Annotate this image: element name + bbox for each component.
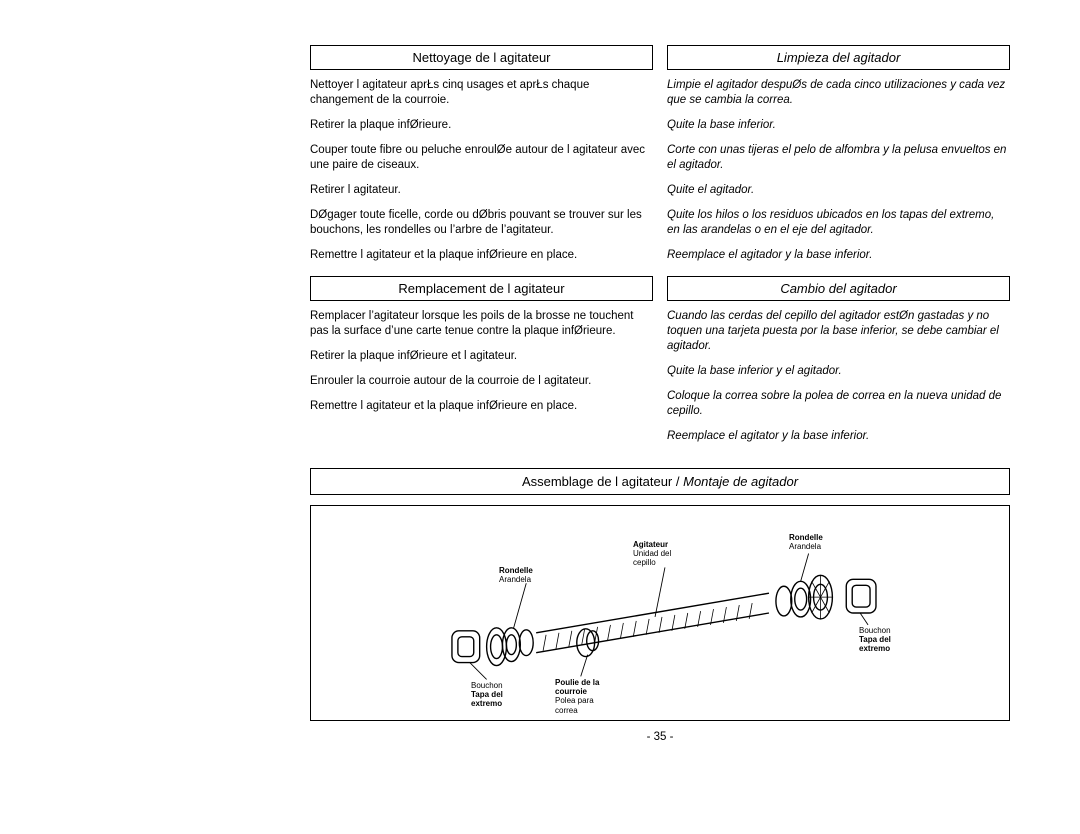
label-rondelle-left: Rondelle Arandela [499, 566, 533, 584]
clean-es-p1: Quite la base inferior. [667, 118, 1010, 133]
clean-fr-p3: Retirer l agitateur. [310, 183, 653, 198]
label-poulie-bold: Poulie de lacourroie [555, 678, 599, 696]
label-agitateur-bold: Agitateur [633, 540, 671, 549]
manual-page: Nettoyage de l agitateur Nettoyer l agit… [310, 45, 1010, 743]
label-bouchon-left: Bouchon Tapa delextremo [471, 681, 503, 709]
label-rondelle-right-bold: Rondelle [789, 533, 823, 542]
label-bouchon-right-top: Bouchon [859, 626, 891, 635]
cleaning-es-column: Limpieza del agitador Limpie el agitador… [667, 45, 1010, 272]
label-agitateur-normal: Unidad delcepillo [633, 549, 671, 567]
label-bouchon-left-bold: Tapa delextremo [471, 690, 503, 708]
replace-fr-p2: Enrouler la courroie autour de la courro… [310, 374, 653, 389]
clean-es-p5: Reemplace el agitador y la base inferior… [667, 248, 1010, 263]
clean-fr-p1: Retirer la plaque infØrieure. [310, 118, 653, 133]
replacing-es-title: Cambio del agitador [667, 276, 1010, 301]
agitator-assembly-diagram: Agitateur Unidad delcepillo Rondelle Ara… [310, 505, 1010, 721]
cleaning-fr-column: Nettoyage de l agitateur Nettoyer l agit… [310, 45, 653, 272]
label-agitateur: Agitateur Unidad delcepillo [633, 540, 671, 568]
clean-fr-p0: Nettoyer l agitateur aprŁs cinq usages e… [310, 78, 653, 108]
replacing-section: Remplacement de l agitateur Remplacer l’… [310, 276, 1010, 454]
clean-fr-p2: Couper toute fibre ou peluche enroulØe a… [310, 143, 653, 173]
assembly-title: Assemblage de l agitateur / Montaje de a… [310, 468, 1010, 495]
replace-es-p1: Quite la base inferior y el agitador. [667, 364, 1010, 379]
label-poulie: Poulie de lacourroie Polea paracorrea [555, 678, 599, 715]
cleaning-es-title: Limpieza del agitador [667, 45, 1010, 70]
label-rondelle-right-normal: Arandela [789, 542, 823, 551]
label-bouchon-left-top: Bouchon [471, 681, 503, 690]
cleaning-section: Nettoyage de l agitateur Nettoyer l agit… [310, 45, 1010, 272]
label-bouchon-right: Bouchon Tapa delextremo [859, 626, 891, 654]
replace-fr-p3: Remettre l agitateur et la plaque infØri… [310, 399, 653, 414]
replace-fr-p1: Retirer la plaque infØrieure et l agitat… [310, 349, 653, 364]
assembly-title-left: Assemblage de l agitateur / [522, 474, 683, 489]
clean-es-p2: Corte con unas tijeras el pelo de alfomb… [667, 143, 1010, 173]
replacing-es-column: Cambio del agitador Cuando las cerdas de… [667, 276, 1010, 454]
replace-fr-p0: Remplacer l’agitateur lorsque les poils … [310, 309, 653, 339]
label-poulie-normal: Polea paracorrea [555, 696, 599, 714]
clean-fr-p4: DØgager toute ficelle, corde ou dØbris p… [310, 208, 653, 238]
replace-es-p3: Reemplace el agitator y la base inferior… [667, 429, 1010, 444]
label-rondelle-right: Rondelle Arandela [789, 533, 823, 551]
clean-es-p0: Limpie el agitador despuØs de cada cinco… [667, 78, 1010, 108]
cleaning-fr-title: Nettoyage de l agitateur [310, 45, 653, 70]
label-bouchon-right-bold: Tapa delextremo [859, 635, 891, 653]
agitator-diagram-svg [311, 506, 1009, 720]
label-rondelle-left-normal: Arandela [499, 575, 533, 584]
clean-es-p4: Quite los hilos o los residuos ubicados … [667, 208, 1010, 238]
clean-es-p3: Quite el agitador. [667, 183, 1010, 198]
clean-fr-p5: Remettre l agitateur et la plaque infØri… [310, 248, 653, 263]
replacing-fr-title: Remplacement de l agitateur [310, 276, 653, 301]
assembly-title-right: Montaje de agitador [683, 474, 798, 489]
page-number: - 35 - [310, 731, 1010, 743]
label-rondelle-left-bold: Rondelle [499, 566, 533, 575]
replace-es-p0: Cuando las cerdas del cepillo del agitad… [667, 309, 1010, 354]
replace-es-p2: Coloque la correa sobre la polea de corr… [667, 389, 1010, 419]
replacing-fr-column: Remplacement de l agitateur Remplacer l’… [310, 276, 653, 454]
